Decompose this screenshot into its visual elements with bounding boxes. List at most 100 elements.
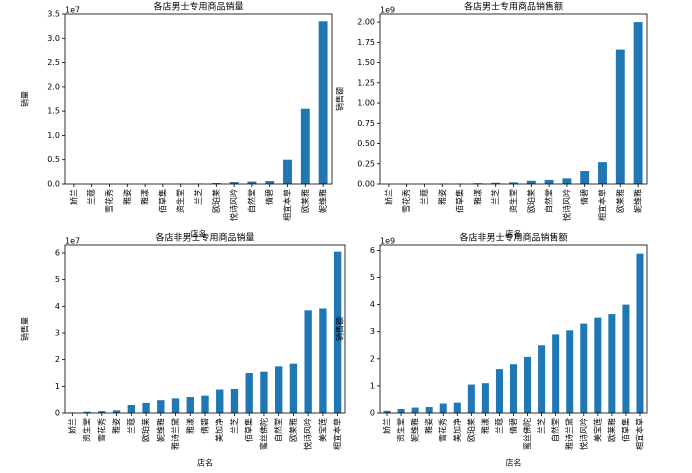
x-axis-label: 店名 (191, 229, 207, 239)
bar (289, 363, 298, 413)
bar (622, 304, 630, 413)
y-tick-label: 1.75 (357, 38, 375, 47)
x-tick-label: 娇兰 (67, 418, 77, 434)
x-tick-label: 雅漾 (480, 418, 490, 434)
x-tick-label: 欧珀莱 (526, 189, 536, 213)
y-tick-label: 3.0 (47, 34, 60, 43)
x-tick-label: 兰芝 (536, 418, 546, 434)
x-axis-label: 店名 (506, 458, 522, 468)
bar (566, 330, 574, 413)
plot-frame (64, 244, 346, 414)
x-tick-label: 悦诗风吟 (303, 418, 313, 450)
y-tick-label: 0.0 (47, 180, 60, 189)
x-tick-label: 相宜本草 (597, 189, 607, 221)
y-tick-label: 5 (55, 275, 60, 284)
x-tick-label: 自然堂 (544, 189, 554, 213)
y-tick-label: 0 (55, 409, 60, 418)
x-tick-label: 兰蔻 (419, 189, 429, 205)
x-tick-label: 妮维雅 (410, 418, 420, 442)
offset-label: 1e7 (65, 6, 80, 15)
x-tick-label: 兰蔻 (126, 418, 136, 434)
x-tick-label: 雅诗兰黛 (564, 418, 574, 450)
bar (304, 310, 312, 413)
y-axis-label: 销售量 (20, 317, 30, 341)
bar (201, 395, 209, 413)
x-tick-label: 相宜本草 (634, 418, 644, 450)
bar (319, 308, 327, 413)
plot-frame (64, 13, 333, 185)
bar (526, 180, 536, 184)
bar (383, 410, 391, 413)
x-tick-label: 资生堂 (508, 189, 518, 213)
x-tick-label: 悦诗风吟 (578, 418, 588, 450)
bar (83, 411, 91, 413)
x-tick-label: 雪花秀 (438, 418, 448, 442)
bar (211, 183, 221, 184)
x-tick-label: 蜜丝佛陀 (258, 418, 268, 450)
y-axis-label: 销量 (20, 91, 30, 107)
bar (615, 49, 625, 184)
y-tick-label: 2 (55, 355, 60, 364)
bar (142, 402, 150, 413)
bar (216, 389, 224, 413)
x-tick-label: 倩碧 (579, 189, 589, 205)
x-tick-label: 欧珀莱 (466, 418, 476, 442)
x-tick-label: 娇兰 (68, 189, 78, 205)
bar (186, 397, 194, 413)
plot-frame (379, 244, 648, 414)
y-tick-label: 1 (370, 381, 375, 390)
x-tick-label: 雅姿 (437, 189, 447, 205)
x-tick-label: 雪花秀 (96, 418, 106, 442)
x-tick-label: 资生堂 (396, 418, 406, 442)
chart-title: 各店非男士专用商品销量 (155, 232, 254, 244)
y-tick-label: 4 (370, 300, 375, 309)
offset-label: 1e7 (65, 237, 80, 246)
bar (300, 108, 310, 184)
bar (247, 181, 257, 184)
offset-label: 1e9 (380, 6, 395, 15)
chart-title: 各店男士专用商品销售额 (464, 1, 563, 13)
bar (509, 182, 518, 184)
bar (594, 317, 602, 413)
bar (260, 371, 268, 413)
x-tick-label: 娇兰 (382, 418, 392, 434)
bar (283, 159, 292, 184)
bar (453, 402, 461, 413)
y-tick-label: 2 (370, 354, 375, 363)
x-tick-label: 资生堂 (82, 418, 92, 442)
y-tick-label: 3 (55, 329, 60, 338)
x-tick-label: 倩碧 (508, 418, 518, 434)
x-tick-label: 倩碧 (264, 189, 274, 205)
x-tick-label: 欧莱雅 (300, 189, 310, 213)
x-tick-label: 雅姿 (122, 189, 132, 205)
bar (318, 21, 328, 184)
x-tick-label: 雪花秀 (104, 189, 114, 213)
y-tick-label: 2.00 (357, 18, 375, 27)
x-tick-label: 欧珀莱 (211, 189, 221, 213)
x-tick-label: 自然堂 (550, 418, 560, 442)
x-tick-label: 妮维雅 (318, 189, 328, 213)
y-tick-label: 1.50 (357, 58, 375, 67)
x-tick-label: 欧莱雅 (288, 418, 298, 442)
y-tick-label: 6 (370, 246, 375, 255)
bar (397, 408, 405, 413)
x-tick-label: 相宜本草 (282, 189, 292, 221)
bar (171, 398, 180, 413)
y-tick-label: 3 (370, 327, 375, 336)
bar (112, 410, 121, 413)
chart-title: 各店非男士专用商品销售额 (459, 232, 567, 244)
x-tick-label: 欧莱雅 (606, 418, 616, 442)
bar (127, 405, 135, 413)
x-tick-label: 雅漾 (472, 189, 482, 205)
y-tick-label: 1.5 (47, 107, 60, 116)
x-axis-label: 店名 (506, 229, 522, 239)
x-tick-label: 欧珀莱 (141, 418, 151, 442)
y-tick-label: 5 (370, 273, 375, 282)
bar (265, 181, 275, 184)
x-tick-label: 自然堂 (273, 418, 283, 442)
y-tick-label: 6 (55, 249, 60, 258)
x-tick-label: 兰芝 (490, 189, 500, 205)
x-tick-label: 兰蔻 (494, 418, 504, 434)
x-tick-label: 兰蔻 (86, 189, 96, 205)
